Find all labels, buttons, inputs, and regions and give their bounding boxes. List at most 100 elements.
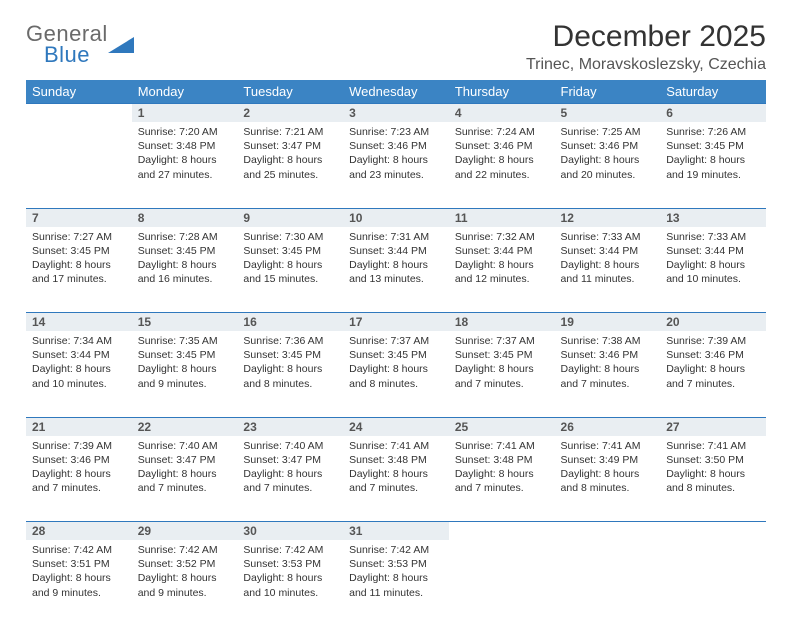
sunrise-text: Sunrise: 7:33 AM <box>666 230 760 244</box>
sunrise-text: Sunrise: 7:39 AM <box>32 439 126 453</box>
day-cell: Sunrise: 7:36 AMSunset: 3:45 PMDaylight:… <box>237 331 343 417</box>
sunrise-text: Sunrise: 7:34 AM <box>32 334 126 348</box>
day-cell: Sunrise: 7:27 AMSunset: 3:45 PMDaylight:… <box>26 227 132 313</box>
day-info: Sunrise: 7:21 AMSunset: 3:47 PMDaylight:… <box>237 122 343 188</box>
day-info: Sunrise: 7:36 AMSunset: 3:45 PMDaylight:… <box>237 331 343 397</box>
day-cell: Sunrise: 7:38 AMSunset: 3:46 PMDaylight:… <box>555 331 661 417</box>
daylight-text: Daylight: 8 hours and 15 minutes. <box>243 258 337 286</box>
sunset-text: Sunset: 3:45 PM <box>138 244 232 258</box>
day-info: Sunrise: 7:40 AMSunset: 3:47 PMDaylight:… <box>237 436 343 502</box>
sunset-text: Sunset: 3:49 PM <box>561 453 655 467</box>
daylight-text: Daylight: 8 hours and 8 minutes. <box>243 362 337 390</box>
sunrise-text: Sunrise: 7:31 AM <box>349 230 443 244</box>
sunrise-text: Sunrise: 7:25 AM <box>561 125 655 139</box>
day-cell: Sunrise: 7:26 AMSunset: 3:45 PMDaylight:… <box>660 122 766 208</box>
sunset-text: Sunset: 3:48 PM <box>138 139 232 153</box>
day-cell: Sunrise: 7:20 AMSunset: 3:48 PMDaylight:… <box>132 122 238 208</box>
sunrise-text: Sunrise: 7:20 AM <box>138 125 232 139</box>
sunset-text: Sunset: 3:46 PM <box>561 348 655 362</box>
sunset-text: Sunset: 3:46 PM <box>561 139 655 153</box>
day-info: Sunrise: 7:41 AMSunset: 3:50 PMDaylight:… <box>660 436 766 502</box>
day-number-cell: 10 <box>343 208 449 227</box>
sunset-text: Sunset: 3:45 PM <box>138 348 232 362</box>
day-number-cell: 26 <box>555 417 661 436</box>
sunrise-text: Sunrise: 7:39 AM <box>666 334 760 348</box>
daylight-text: Daylight: 8 hours and 8 minutes. <box>349 362 443 390</box>
day-info: Sunrise: 7:33 AMSunset: 3:44 PMDaylight:… <box>555 227 661 293</box>
day-cell: Sunrise: 7:28 AMSunset: 3:45 PMDaylight:… <box>132 227 238 313</box>
day-number-cell <box>555 522 661 541</box>
day-number-cell: 18 <box>449 313 555 332</box>
day-info: Sunrise: 7:32 AMSunset: 3:44 PMDaylight:… <box>449 227 555 293</box>
day-cell: Sunrise: 7:34 AMSunset: 3:44 PMDaylight:… <box>26 331 132 417</box>
sunset-text: Sunset: 3:48 PM <box>455 453 549 467</box>
info-row: Sunrise: 7:20 AMSunset: 3:48 PM Daylight:… <box>26 122 766 208</box>
day-info: Sunrise: 7:37 AMSunset: 3:45 PMDaylight:… <box>449 331 555 397</box>
sunset-text: Sunset: 3:52 PM <box>138 557 232 571</box>
day-info: Sunrise: 7:42 AMSunset: 3:51 PMDaylight:… <box>26 540 132 606</box>
day-number-cell: 28 <box>26 522 132 541</box>
day-cell: Sunrise: 7:40 AMSunset: 3:47 PMDaylight:… <box>132 436 238 522</box>
day-cell: Sunrise: 7:41 AMSunset: 3:49 PMDaylight:… <box>555 436 661 522</box>
day-info: Sunrise: 7:38 AMSunset: 3:46 PMDaylight:… <box>555 331 661 397</box>
day-number-cell <box>660 522 766 541</box>
sunrise-text: Sunrise: 7:26 AM <box>666 125 760 139</box>
location-text: Trinec, Moravskoslezsky, Czechia <box>526 56 766 74</box>
daylight-text: Daylight: 8 hours and 7 minutes. <box>666 362 760 390</box>
weekday-header-row: SundayMondayTuesdayWednesdayThursdayFrid… <box>26 80 766 104</box>
day-number-cell: 11 <box>449 208 555 227</box>
day-cell: Sunrise: 7:42 AMSunset: 3:52 PMDaylight:… <box>132 540 238 626</box>
day-cell: Sunrise: 7:35 AMSunset: 3:45 PMDaylight:… <box>132 331 238 417</box>
day-number-cell: 21 <box>26 417 132 436</box>
day-number-cell: 1 <box>132 104 238 123</box>
daylight-text: Daylight: 8 hours and 11 minutes. <box>561 258 655 286</box>
day-info: Sunrise: 7:42 AMSunset: 3:52 PMDaylight:… <box>132 540 238 606</box>
info-row: Sunrise: 7:27 AMSunset: 3:45 PMDaylight:… <box>26 227 766 313</box>
day-info: Sunrise: 7:28 AMSunset: 3:45 PMDaylight:… <box>132 227 238 293</box>
sunrise-text: Sunrise: 7:42 AM <box>243 543 337 557</box>
day-cell <box>449 540 555 626</box>
sunrise-text: Sunrise: 7:36 AM <box>243 334 337 348</box>
daylight-text: Daylight: 8 hours and 9 minutes. <box>138 362 232 390</box>
sunset-text: Sunset: 3:44 PM <box>561 244 655 258</box>
day-number-cell: 23 <box>237 417 343 436</box>
daylight-text: Daylight: 8 hours and 23 minutes. <box>349 153 443 181</box>
day-cell: Sunrise: 7:24 AMSunset: 3:46 PMDaylight:… <box>449 122 555 208</box>
weekday-header: Tuesday <box>237 80 343 104</box>
day-number-cell: 16 <box>237 313 343 332</box>
sunset-text: Sunset: 3:46 PM <box>32 453 126 467</box>
daylight-text: Daylight: 8 hours and 22 minutes. <box>455 153 549 181</box>
sunset-text: Sunset: 3:45 PM <box>32 244 126 258</box>
sunset-text: Sunset: 3:45 PM <box>243 244 337 258</box>
sunrise-text: Sunrise: 7:41 AM <box>666 439 760 453</box>
day-number-cell: 6 <box>660 104 766 123</box>
sunrise-text: Sunrise: 7:40 AM <box>243 439 337 453</box>
daylight-text: Daylight: 8 hours and 7 minutes. <box>243 467 337 495</box>
sunset-text: Sunset: 3:44 PM <box>455 244 549 258</box>
day-info: Sunrise: 7:41 AMSunset: 3:49 PMDaylight:… <box>555 436 661 502</box>
daylight-text: Daylight: 8 hours and 7 minutes. <box>138 467 232 495</box>
sunset-text: Sunset: 3:47 PM <box>243 139 337 153</box>
sunset-text: Sunset: 3:47 PM <box>138 453 232 467</box>
day-info: Sunrise: 7:23 AMSunset: 3:46 PMDaylight:… <box>343 122 449 188</box>
sunrise-text: Sunrise: 7:42 AM <box>138 543 232 557</box>
day-number-cell: 19 <box>555 313 661 332</box>
calendar-table: SundayMondayTuesdayWednesdayThursdayFrid… <box>26 80 766 626</box>
daylight-text: Daylight: 8 hours and 10 minutes. <box>243 571 337 599</box>
day-info: Sunrise: 7:35 AMSunset: 3:45 PMDaylight:… <box>132 331 238 397</box>
logo-text-blue: Blue <box>26 45 108 66</box>
day-info: Sunrise: 7:41 AMSunset: 3:48 PMDaylight:… <box>449 436 555 502</box>
sunrise-text: Sunrise: 7:42 AM <box>349 543 443 557</box>
sunrise-text: Sunrise: 7:24 AM <box>455 125 549 139</box>
day-number-cell: 30 <box>237 522 343 541</box>
daylight-text: Daylight: 8 hours and 10 minutes. <box>666 258 760 286</box>
day-cell: Sunrise: 7:30 AMSunset: 3:45 PMDaylight:… <box>237 227 343 313</box>
day-number-cell: 24 <box>343 417 449 436</box>
daylight-text: Daylight: 8 hours and 9 minutes. <box>138 571 232 599</box>
daylight-text: Daylight: 8 hours and 7 minutes. <box>349 467 443 495</box>
day-number-cell: 13 <box>660 208 766 227</box>
info-row: Sunrise: 7:42 AMSunset: 3:51 PMDaylight:… <box>26 540 766 626</box>
sunset-text: Sunset: 3:44 PM <box>666 244 760 258</box>
day-number-cell: 12 <box>555 208 661 227</box>
sunset-text: Sunset: 3:45 PM <box>349 348 443 362</box>
